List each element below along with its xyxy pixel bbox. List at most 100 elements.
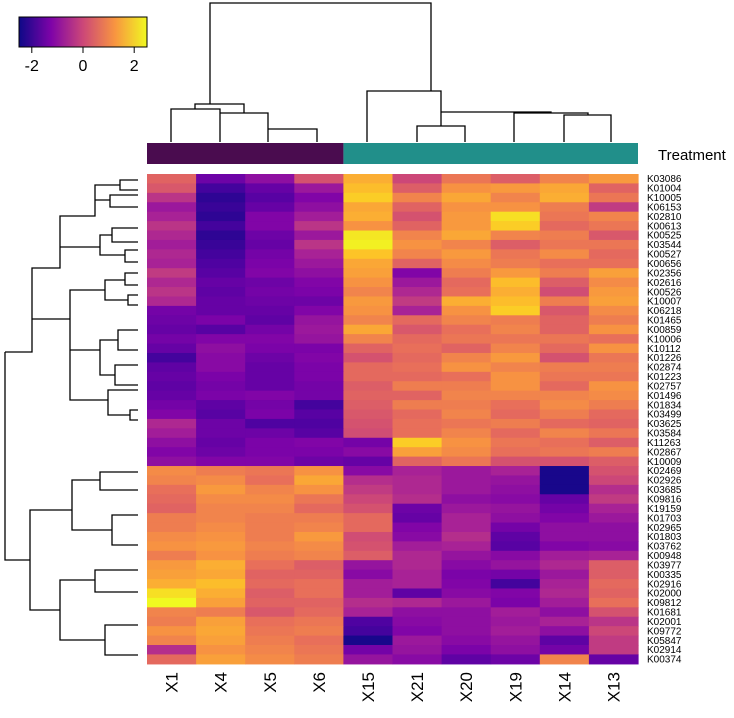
heatmap-cell xyxy=(294,607,344,618)
heatmap-cell xyxy=(196,635,246,646)
heatmap-cell xyxy=(147,437,197,448)
heatmap-cell xyxy=(147,418,197,429)
heatmap-cell xyxy=(588,287,639,298)
heatmap-cell xyxy=(196,211,246,222)
heatmap-cell xyxy=(539,258,590,269)
heatmap-cell xyxy=(245,654,295,665)
heatmap-cell xyxy=(294,390,344,401)
heatmap-cell xyxy=(294,484,344,495)
heatmap-cell xyxy=(294,569,344,580)
heatmap-cell xyxy=(147,579,197,590)
heatmap-cell xyxy=(343,371,394,382)
heatmap-cell xyxy=(294,494,344,505)
heatmap-cell xyxy=(539,268,590,279)
heatmap-cell xyxy=(441,334,492,345)
heatmap-cell xyxy=(245,305,295,316)
heatmap-cell xyxy=(147,513,197,524)
heatmap-cell xyxy=(294,249,344,260)
heatmap-cell xyxy=(196,239,246,250)
heatmap-cell xyxy=(588,211,639,222)
heatmap-cell xyxy=(196,362,246,373)
heatmap-cell xyxy=(588,456,639,467)
heatmap-cell xyxy=(490,626,541,637)
heatmap-cell xyxy=(343,626,394,637)
heatmap-cell xyxy=(392,541,443,552)
heatmap-cell xyxy=(343,645,394,656)
heatmap-cell xyxy=(490,418,541,429)
heatmap-cell xyxy=(588,371,639,382)
heatmap-cell xyxy=(147,202,197,213)
heatmap-cell xyxy=(588,390,639,401)
heatmap-cell xyxy=(343,296,394,307)
heatmap-cell xyxy=(196,494,246,505)
heatmap-cell xyxy=(294,371,344,382)
heatmap-cell xyxy=(392,239,443,250)
row-label: K00526 xyxy=(647,287,682,298)
heatmap-cell xyxy=(392,400,443,411)
heatmap-cell xyxy=(490,343,541,354)
heatmap-cell xyxy=(539,588,590,599)
heatmap-cell xyxy=(588,239,639,250)
heatmap-cell xyxy=(392,202,443,213)
heatmap-cell xyxy=(343,324,394,335)
heatmap-cell xyxy=(490,192,541,203)
heatmap-cell xyxy=(147,635,197,646)
heatmap-cell xyxy=(147,541,197,552)
row-label: K01834 xyxy=(647,400,682,411)
heatmap-cell xyxy=(294,381,344,392)
row-label: K10006 xyxy=(647,334,682,345)
heatmap-cell xyxy=(147,560,197,571)
heatmap-cell xyxy=(294,211,344,222)
heatmap-cell xyxy=(588,400,639,411)
heatmap-cell xyxy=(343,654,394,665)
heatmap-cell xyxy=(294,362,344,373)
column-dendrogram-branches xyxy=(170,2,612,142)
heatmap-cell xyxy=(245,569,295,580)
heatmap-cell xyxy=(539,390,590,401)
heatmap-cell xyxy=(294,315,344,326)
heatmap-cell xyxy=(343,466,394,477)
heatmap-cell xyxy=(441,305,492,316)
heatmap-cell xyxy=(490,381,541,392)
heatmap-cell xyxy=(245,456,295,467)
row-label: K02757 xyxy=(647,381,682,392)
heatmap-cell xyxy=(588,381,639,392)
heatmap-cell xyxy=(343,484,394,495)
heatmap-cell xyxy=(294,626,344,637)
heatmap-cell xyxy=(147,324,197,335)
heatmap-cell xyxy=(539,579,590,590)
heatmap-cell xyxy=(588,475,639,486)
heatmap-cell xyxy=(539,409,590,420)
heatmap-cell xyxy=(196,569,246,580)
heatmap-cell xyxy=(392,428,443,439)
heatmap-cell xyxy=(343,560,394,571)
heatmap-cell xyxy=(147,494,197,505)
heatmap-cell xyxy=(588,268,639,279)
row-label: K00859 xyxy=(647,325,682,336)
heatmap-cell xyxy=(490,211,541,222)
heatmap-cell xyxy=(245,381,295,392)
heatmap-cell xyxy=(245,484,295,495)
legend-tick-label: 0 xyxy=(79,58,88,75)
color-legend: -2 0 2 xyxy=(18,16,148,75)
heatmap-cell xyxy=(294,202,344,213)
heatmap-cell xyxy=(441,249,492,260)
heatmap-cell xyxy=(490,334,541,345)
row-label: K02867 xyxy=(647,447,682,458)
heatmap-cell xyxy=(343,352,394,363)
heatmap-cell xyxy=(294,305,344,316)
heatmap-cell xyxy=(392,174,443,185)
column-label: X5 xyxy=(261,672,280,693)
heatmap-cell xyxy=(294,324,344,335)
heatmap-cell xyxy=(588,183,639,194)
heatmap-cell xyxy=(245,579,295,590)
heatmap-cell xyxy=(441,202,492,213)
heatmap-cell xyxy=(294,597,344,608)
heatmap-cell xyxy=(294,221,344,232)
heatmap-cell xyxy=(245,550,295,561)
heatmap-cell xyxy=(490,221,541,232)
heatmap-cell xyxy=(245,277,295,288)
heatmap-cell xyxy=(392,437,443,448)
heatmap-cell xyxy=(343,447,394,458)
